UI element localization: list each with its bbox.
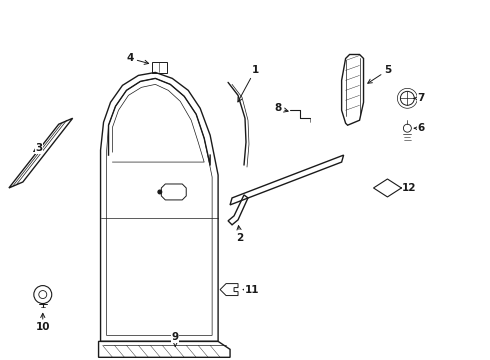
- Text: 6: 6: [414, 123, 425, 133]
- Text: 2: 2: [236, 226, 244, 243]
- Text: 9: 9: [172, 332, 179, 346]
- Text: 8: 8: [274, 103, 288, 113]
- Text: 5: 5: [368, 66, 391, 83]
- Text: 1: 1: [238, 66, 259, 102]
- Text: 3: 3: [34, 143, 43, 153]
- Text: 12: 12: [402, 183, 416, 193]
- Text: 10: 10: [36, 313, 50, 332]
- Text: 11: 11: [243, 284, 259, 294]
- Text: 4: 4: [127, 54, 148, 64]
- Circle shape: [158, 190, 162, 194]
- Text: 7: 7: [414, 93, 425, 103]
